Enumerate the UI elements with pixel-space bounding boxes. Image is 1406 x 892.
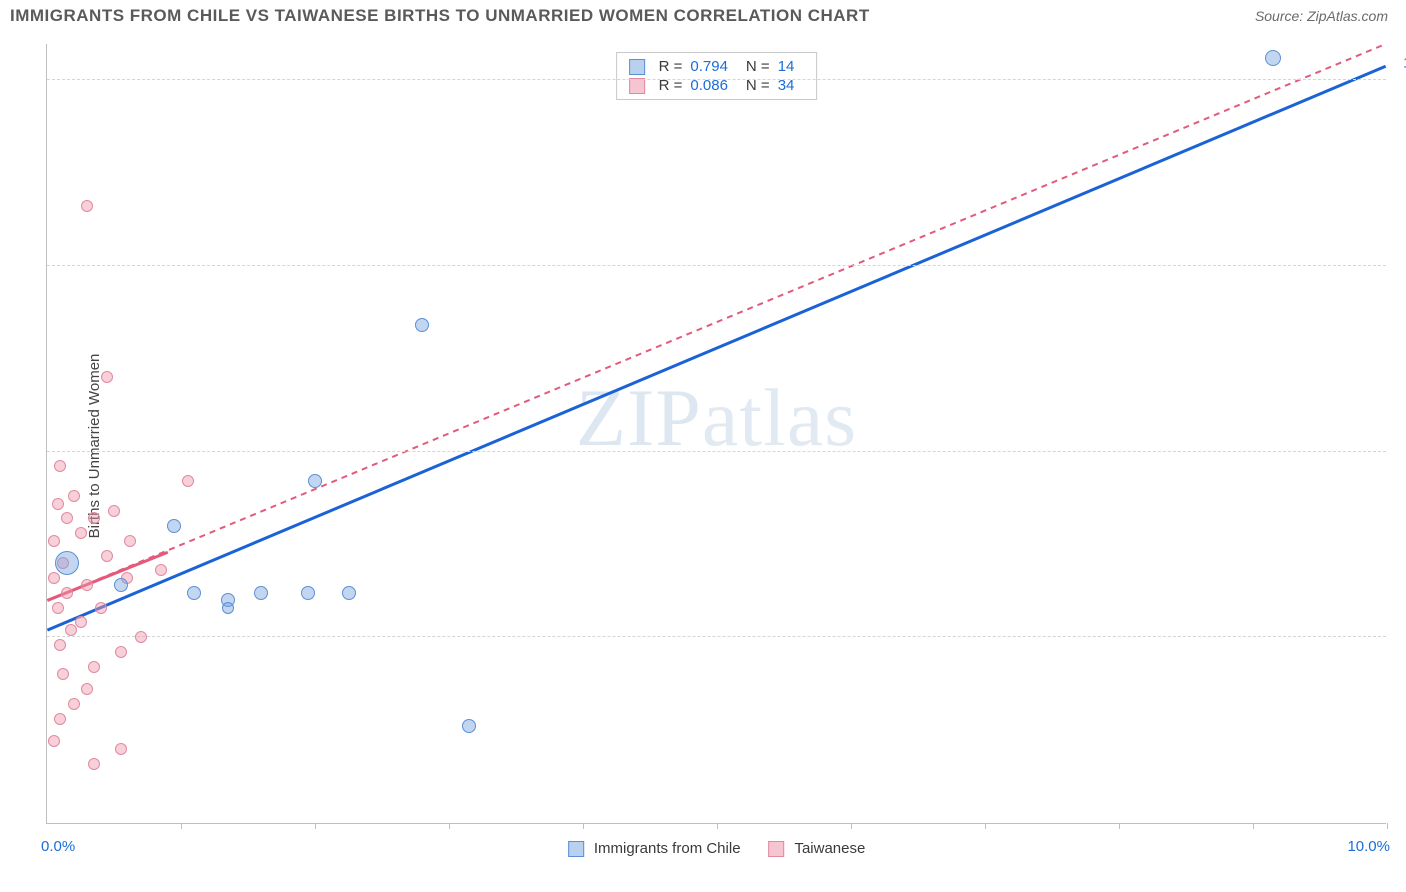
pink-data-point xyxy=(81,200,93,212)
pink-data-point xyxy=(115,743,127,755)
blue-data-point xyxy=(55,551,79,575)
pink-data-point xyxy=(54,639,66,651)
pink-data-point xyxy=(68,698,80,710)
x-tick-mark xyxy=(1253,823,1254,829)
blue-data-point xyxy=(308,474,322,488)
blue-data-point xyxy=(114,578,128,592)
pink-data-point xyxy=(57,668,69,680)
x-tick-mark xyxy=(449,823,450,829)
gridline xyxy=(47,79,1386,80)
gridline xyxy=(47,636,1386,637)
pink-data-point xyxy=(108,505,120,517)
legend-item-pink: Taiwanese xyxy=(769,840,866,857)
x-tick-mark xyxy=(181,823,182,829)
pink-data-point xyxy=(81,683,93,695)
pink-data-point xyxy=(101,550,113,562)
source-label: Source: ZipAtlas.com xyxy=(1255,8,1388,24)
x-tick-mark xyxy=(1119,823,1120,829)
pink-data-point xyxy=(54,713,66,725)
pink-data-point xyxy=(54,460,66,472)
pink-data-point xyxy=(61,587,73,599)
swatch-pink-icon xyxy=(769,841,785,857)
blue-data-point xyxy=(167,519,181,533)
swatch-blue-icon xyxy=(568,841,584,857)
x-axis-end: 10.0% xyxy=(1347,838,1390,855)
correlation-legend: R = 0.794 N = 14 R = 0.086 N = 34 xyxy=(616,52,818,100)
legend-label-pink: Taiwanese xyxy=(794,840,865,857)
pink-data-point xyxy=(95,602,107,614)
stat-n-blue: 14 xyxy=(778,58,795,75)
blue-data-point xyxy=(187,586,201,600)
pink-data-point xyxy=(52,498,64,510)
pink-data-point xyxy=(101,371,113,383)
x-tick-mark xyxy=(315,823,316,829)
scatter-plot-area: ZIPatlas R = 0.794 N = 14 R = 0.086 N = … xyxy=(46,44,1386,824)
trend-lines-layer xyxy=(47,44,1386,823)
pink-data-point xyxy=(88,512,100,524)
pink-data-point xyxy=(68,490,80,502)
blue-data-point xyxy=(342,586,356,600)
gridline xyxy=(47,451,1386,452)
pink-data-point xyxy=(65,624,77,636)
legend-item-blue: Immigrants from Chile xyxy=(568,840,741,857)
pink-data-point xyxy=(88,758,100,770)
gridline xyxy=(47,265,1386,266)
x-tick-mark xyxy=(1387,823,1388,829)
pink-data-point xyxy=(135,631,147,643)
x-tick-mark xyxy=(851,823,852,829)
pink-data-point xyxy=(155,564,167,576)
blue-data-point xyxy=(301,586,315,600)
x-tick-mark xyxy=(583,823,584,829)
pink-data-point xyxy=(48,535,60,547)
pink-data-point xyxy=(182,475,194,487)
pink-data-point xyxy=(75,527,87,539)
chart-title: IMMIGRANTS FROM CHILE VS TAIWANESE BIRTH… xyxy=(10,6,870,26)
pink-data-point xyxy=(88,661,100,673)
blue-data-point xyxy=(254,586,268,600)
pink-data-point xyxy=(48,735,60,747)
x-tick-mark xyxy=(985,823,986,829)
blue-data-point xyxy=(1265,50,1281,66)
legend-row-blue: R = 0.794 N = 14 xyxy=(629,57,805,76)
stat-r-blue: 0.794 xyxy=(690,58,728,75)
stat-r-label: R = xyxy=(659,58,683,75)
series-legend: Immigrants from Chile Taiwanese xyxy=(568,840,866,857)
pink-data-point xyxy=(115,646,127,658)
stat-n-label: N = xyxy=(746,58,770,75)
blue-data-point xyxy=(415,318,429,332)
pink-data-point xyxy=(48,572,60,584)
pink-data-point xyxy=(52,602,64,614)
x-axis-origin: 0.0% xyxy=(41,838,75,855)
swatch-blue-icon xyxy=(629,59,645,75)
legend-label-blue: Immigrants from Chile xyxy=(594,840,741,857)
blue-data-point xyxy=(462,719,476,733)
pink-data-point xyxy=(124,535,136,547)
blue-data-point xyxy=(222,602,234,614)
x-tick-mark xyxy=(717,823,718,829)
pink-data-point xyxy=(61,512,73,524)
pink-data-point xyxy=(81,579,93,591)
